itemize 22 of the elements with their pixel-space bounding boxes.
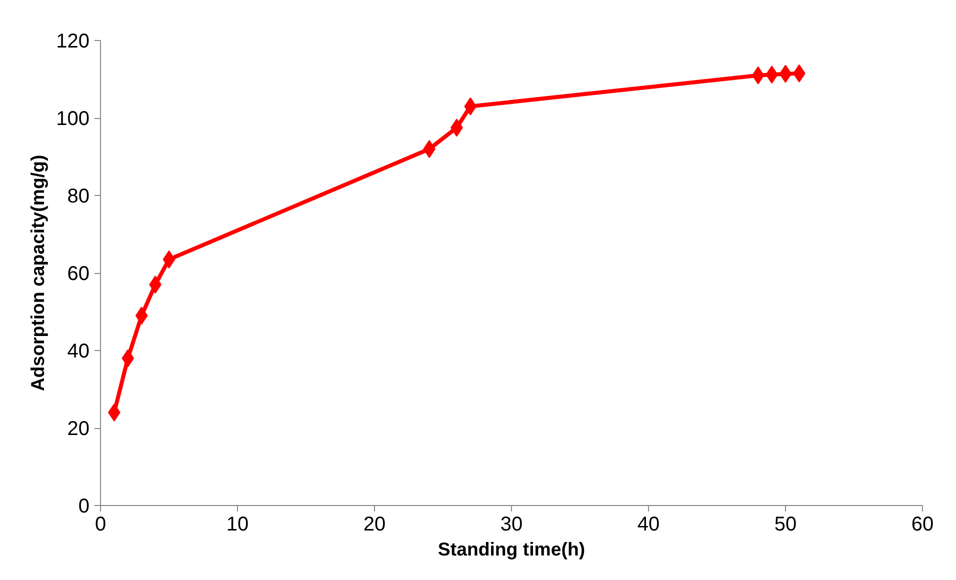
x-tick-label: 30	[500, 514, 523, 536]
y-axis-title: Adsorption capacity(mg/g)	[27, 154, 48, 392]
y-tick-label: 20	[67, 418, 90, 440]
y-tick-label: 120	[56, 30, 90, 52]
point	[464, 97, 477, 116]
x-tick-label: 10	[226, 514, 249, 536]
x-tick-label: 40	[637, 514, 660, 536]
y-tick-label: 0	[78, 496, 90, 518]
x-tick-label: 20	[363, 514, 386, 536]
y-tick-label: 80	[67, 186, 90, 208]
point	[135, 306, 148, 325]
x-tick-label: 0	[94, 514, 106, 536]
y-tick-label: 40	[67, 340, 90, 362]
point	[122, 349, 134, 368]
point	[162, 250, 176, 268]
x-axis-title: Standing time(h)	[438, 538, 586, 560]
x-tick-label: 50	[774, 514, 797, 536]
y-tick-label: 60	[67, 263, 90, 285]
x-tick-label: 60	[911, 514, 934, 536]
point	[752, 66, 764, 84]
point	[779, 64, 792, 83]
y-tick-label: 100	[56, 108, 90, 130]
